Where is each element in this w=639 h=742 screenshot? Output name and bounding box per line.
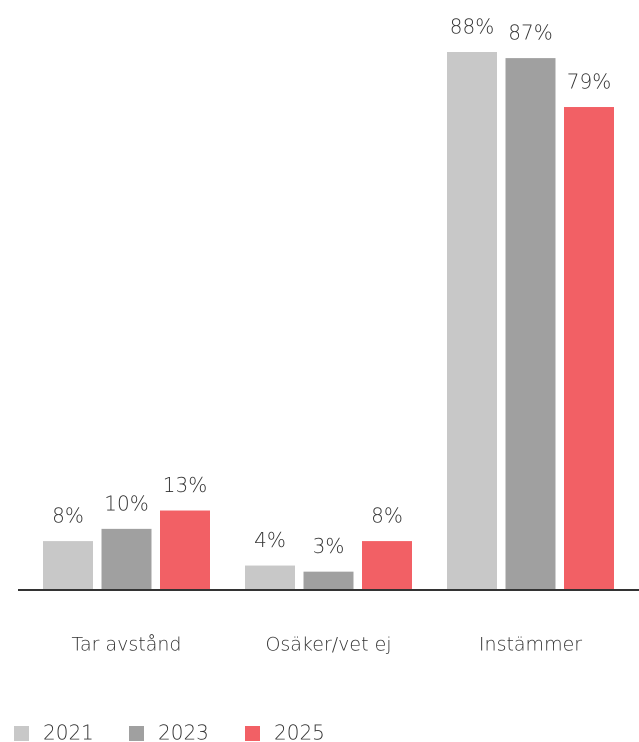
bar (447, 52, 497, 590)
value-label: 10% (104, 491, 148, 515)
value-label: 4% (254, 528, 286, 552)
value-label: 3% (313, 534, 345, 558)
bar (505, 58, 556, 590)
category-label: Osäker/vet ej (265, 634, 391, 656)
bar (101, 528, 152, 590)
value-label: 13% (163, 473, 207, 497)
category-label: Tar avstånd (72, 634, 182, 656)
bar (303, 571, 354, 590)
bar (43, 541, 93, 590)
legend-swatch (14, 726, 29, 741)
legend-swatch (245, 726, 260, 741)
category-label: Instämmer (479, 634, 582, 656)
bar (245, 565, 295, 590)
bar (160, 510, 210, 590)
value-label: 79% (567, 70, 611, 94)
value-label: 8% (371, 504, 403, 528)
legend-label: 2021 (43, 721, 94, 742)
legend-label: 2023 (158, 721, 209, 742)
value-label: 88% (450, 15, 494, 39)
bar (362, 541, 412, 590)
legend-swatch (129, 726, 144, 741)
bar (564, 107, 614, 590)
legend-label: 2025 (274, 721, 325, 742)
value-label: 8% (52, 504, 84, 528)
value-label: 87% (508, 21, 552, 45)
